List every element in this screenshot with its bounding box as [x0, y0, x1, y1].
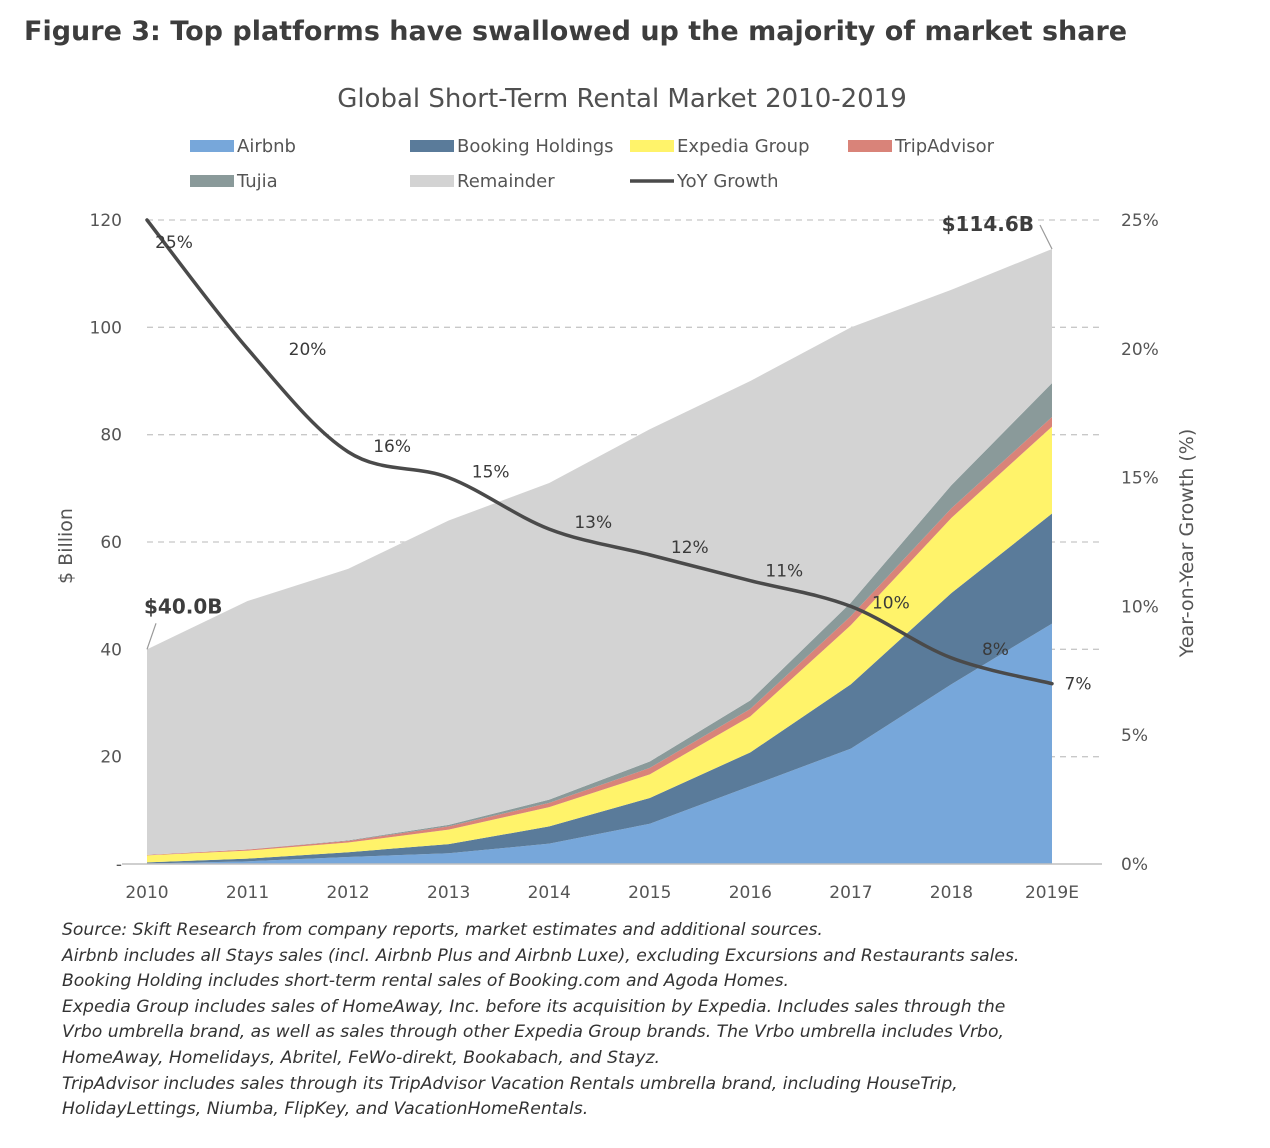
- legend-label: TripAdvisor: [894, 136, 995, 157]
- y2-tick-label: 0%: [1121, 855, 1148, 875]
- note-line: Airbnb includes all Stays sales (incl. A…: [62, 945, 1020, 966]
- legend-label: Expedia Group: [677, 136, 810, 157]
- note-line: Booking Holding includes short-term rent…: [62, 971, 790, 992]
- legend-swatch-booking: [410, 140, 454, 152]
- area-airbnb: [147, 623, 1052, 864]
- note-line: Expedia Group includes sales of HomeAway…: [62, 996, 1006, 1017]
- legend-swatch-remainder: [410, 175, 454, 187]
- area-expedia: [147, 426, 1052, 863]
- chart-title: Global Short-Term Rental Market 2010-201…: [337, 84, 907, 114]
- area-booking: [147, 513, 1052, 864]
- legend-label: Booking Holdings: [457, 136, 614, 157]
- y-tick-label: 60: [100, 533, 122, 553]
- yoy-data-label: 16%: [373, 437, 411, 457]
- y-tick-label: 120: [90, 211, 122, 231]
- stacked-areas: [147, 248, 1052, 864]
- area-remainder: [147, 248, 1052, 855]
- source-notes: Source: Skift Research from company repo…: [62, 918, 1252, 1123]
- yoy-data-label: 11%: [765, 562, 803, 582]
- y-tick-label: 80: [100, 426, 122, 446]
- yoy-data-label: 20%: [289, 340, 327, 360]
- note-line: Source: Skift Research from company repo…: [62, 920, 823, 940]
- x-tick-label: 2019E: [1025, 883, 1079, 903]
- legend-swatch-tripadvisor: [848, 140, 892, 152]
- y-tick-label: 40: [100, 640, 122, 660]
- yoy-data-label: 8%: [982, 640, 1009, 660]
- legend-label: YoY Growth: [676, 171, 779, 192]
- y2-axis-label: Year-on-Year Growth (%): [1176, 429, 1198, 658]
- y-tick-label: -: [116, 855, 122, 875]
- yoy-data-label: 15%: [472, 463, 510, 483]
- annotations: $40.0B $114.6B: [144, 212, 1053, 650]
- annotation-leader: [1039, 224, 1053, 250]
- legend-label: Remainder: [457, 171, 555, 192]
- yoy-data-label: 12%: [671, 538, 709, 558]
- note-line: TripAdvisor includes sales through its T…: [62, 1073, 958, 1094]
- y-axis-label: $ Billion: [55, 508, 77, 584]
- y2-tick-label: 5%: [1121, 726, 1148, 746]
- y-tick-label: 100: [90, 318, 122, 338]
- yoy-data-label: 13%: [574, 513, 612, 533]
- x-tick-label: 2014: [528, 883, 571, 903]
- annotation-leader: [146, 623, 157, 650]
- x-tick-label: 2011: [226, 883, 269, 903]
- note-line: HolidayLettings, Niumba, FlipKey, and Va…: [62, 1099, 589, 1120]
- x-tick-label: 2018: [930, 883, 973, 903]
- legend-swatch-airbnb: [190, 140, 234, 152]
- note-line: Vrbo umbrella brand, as well as sales th…: [62, 1022, 1004, 1043]
- figure-heading: Figure 3: Top platforms have swallowed u…: [24, 16, 1128, 47]
- yoy-data-label: 7%: [1065, 675, 1092, 695]
- total-annotation: $40.0B: [144, 594, 223, 618]
- x-tick-label: 2015: [628, 883, 671, 903]
- chart: Global Short-Term Rental Market 2010-201…: [55, 84, 1198, 903]
- x-tick-label: 2012: [326, 883, 369, 903]
- y-tick-label: 20: [100, 748, 122, 768]
- x-tick-label: 2016: [729, 883, 772, 903]
- y2-tick-label: 20%: [1121, 340, 1159, 360]
- legend-swatch-expedia: [630, 140, 674, 152]
- legend-swatch-tujia: [190, 175, 234, 187]
- yoy-data-label: 10%: [872, 593, 910, 613]
- note-line: HomeAway, Homelidays, Abritel, FeWo-dire…: [62, 1047, 660, 1068]
- legend-label: Airbnb: [237, 136, 296, 157]
- y2-tick-label: 15%: [1121, 469, 1159, 489]
- axes: 2010 2011 2012 2013 2014 2015 2016 2017 2018 2019…: [90, 211, 1159, 903]
- x-tick-label: 2013: [427, 883, 470, 903]
- x-tick-label: 2010: [125, 883, 168, 903]
- yoy-data-label: 25%: [155, 233, 193, 253]
- yoy-line-path: [145, 218, 1054, 686]
- legend: Airbnb Booking Holdings Expedia Group TripA…: [190, 136, 995, 192]
- y2-tick-label: 25%: [1121, 211, 1159, 231]
- x-tick-label: 2017: [829, 883, 872, 903]
- total-annotation: $114.6B: [942, 212, 1034, 236]
- yoy-growth-line: 25% 20% 16% 15% 13% 12% 11% 10% 8% 7%: [145, 218, 1092, 695]
- y2-tick-label: 10%: [1121, 597, 1159, 617]
- legend-label: Tujia: [236, 171, 278, 192]
